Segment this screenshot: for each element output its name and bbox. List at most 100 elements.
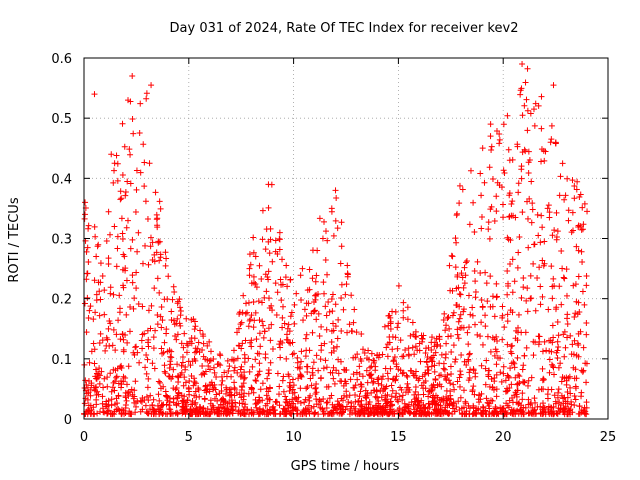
data-point bbox=[568, 351, 575, 358]
data-point bbox=[554, 228, 561, 235]
data-point bbox=[432, 401, 439, 408]
data-point bbox=[528, 219, 535, 226]
data-point bbox=[231, 367, 238, 374]
data-point bbox=[243, 300, 250, 307]
data-point bbox=[545, 403, 552, 410]
data-point bbox=[527, 272, 534, 279]
data-point bbox=[514, 407, 521, 414]
data-point bbox=[519, 366, 526, 373]
data-point bbox=[575, 273, 582, 280]
data-point bbox=[496, 182, 503, 189]
data-point bbox=[313, 352, 320, 359]
data-point bbox=[307, 392, 314, 399]
data-point bbox=[337, 358, 344, 365]
data-point bbox=[524, 215, 531, 222]
data-point bbox=[204, 342, 211, 349]
data-point bbox=[549, 283, 556, 290]
data-point bbox=[572, 310, 579, 317]
data-point bbox=[282, 393, 289, 400]
data-point bbox=[578, 248, 585, 255]
data-point bbox=[328, 392, 335, 399]
data-point bbox=[539, 257, 546, 264]
data-point bbox=[450, 381, 457, 388]
data-point bbox=[335, 316, 342, 323]
data-point bbox=[551, 371, 558, 378]
data-point bbox=[572, 383, 579, 390]
data-point bbox=[582, 360, 589, 367]
data-point bbox=[277, 276, 284, 283]
data-point bbox=[441, 373, 448, 380]
x-axis-label: GPS time / hours bbox=[291, 459, 400, 474]
data-point bbox=[234, 369, 241, 376]
data-point bbox=[162, 410, 169, 417]
data-point bbox=[282, 398, 289, 405]
data-point bbox=[518, 294, 525, 301]
data-point bbox=[520, 284, 527, 291]
data-point bbox=[420, 391, 427, 398]
data-point bbox=[101, 287, 108, 294]
data-point bbox=[262, 246, 269, 253]
data-point bbox=[113, 374, 120, 381]
data-point bbox=[257, 386, 264, 393]
data-point bbox=[138, 398, 145, 405]
data-point bbox=[432, 392, 439, 399]
data-point bbox=[350, 371, 357, 378]
data-point bbox=[91, 360, 98, 367]
data-point bbox=[256, 360, 263, 367]
data-point bbox=[217, 352, 224, 359]
data-point bbox=[84, 270, 91, 277]
data-point bbox=[228, 403, 235, 410]
data-point bbox=[491, 218, 498, 225]
data-point bbox=[323, 312, 330, 319]
data-point bbox=[131, 295, 138, 302]
data-point bbox=[515, 189, 522, 196]
data-point bbox=[119, 331, 126, 338]
data-point bbox=[277, 354, 284, 361]
data-point bbox=[456, 383, 463, 390]
data-point bbox=[353, 329, 360, 336]
data-point bbox=[560, 400, 567, 407]
data-point bbox=[139, 260, 146, 267]
data-point bbox=[340, 306, 347, 313]
data-point bbox=[157, 205, 164, 212]
data-point bbox=[230, 347, 237, 354]
data-point bbox=[280, 405, 287, 412]
data-point bbox=[333, 367, 340, 374]
data-point bbox=[329, 369, 336, 376]
data-point bbox=[272, 237, 279, 244]
data-point bbox=[299, 411, 306, 418]
data-point bbox=[486, 164, 493, 171]
data-point bbox=[580, 221, 587, 228]
data-point bbox=[93, 291, 100, 298]
data-point bbox=[159, 317, 166, 324]
data-point bbox=[264, 274, 271, 281]
data-point bbox=[520, 274, 527, 281]
data-point bbox=[364, 379, 371, 386]
data-point bbox=[516, 373, 523, 380]
data-point bbox=[109, 384, 116, 391]
data-point bbox=[91, 277, 98, 284]
data-point bbox=[242, 337, 249, 344]
data-point bbox=[436, 381, 443, 388]
data-point bbox=[506, 397, 513, 404]
data-point bbox=[241, 351, 248, 358]
data-point bbox=[299, 265, 306, 272]
data-point bbox=[205, 363, 212, 370]
data-point bbox=[501, 324, 508, 331]
data-point bbox=[320, 411, 327, 418]
data-point bbox=[538, 93, 545, 100]
data-point bbox=[82, 199, 89, 206]
data-point bbox=[483, 280, 490, 287]
data-point bbox=[289, 376, 296, 383]
data-point bbox=[242, 310, 249, 317]
data-point bbox=[524, 308, 531, 315]
data-point bbox=[416, 340, 423, 347]
data-point bbox=[108, 396, 115, 403]
data-point bbox=[187, 362, 194, 369]
data-point bbox=[129, 116, 136, 123]
data-point bbox=[387, 314, 394, 321]
data-point bbox=[206, 411, 213, 418]
data-point bbox=[273, 398, 280, 405]
y-tick-label: 0.4 bbox=[51, 172, 72, 187]
data-point bbox=[265, 370, 272, 377]
